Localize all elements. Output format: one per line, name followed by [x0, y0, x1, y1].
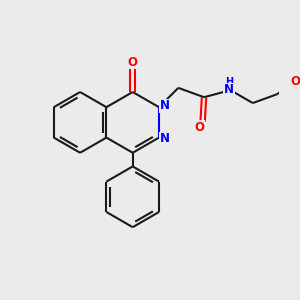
Text: O: O — [194, 121, 204, 134]
Text: N: N — [160, 99, 170, 112]
Text: H: H — [225, 77, 233, 87]
Text: O: O — [291, 75, 300, 88]
Text: O: O — [128, 56, 138, 69]
Text: N: N — [160, 133, 170, 146]
Text: N: N — [224, 83, 234, 96]
